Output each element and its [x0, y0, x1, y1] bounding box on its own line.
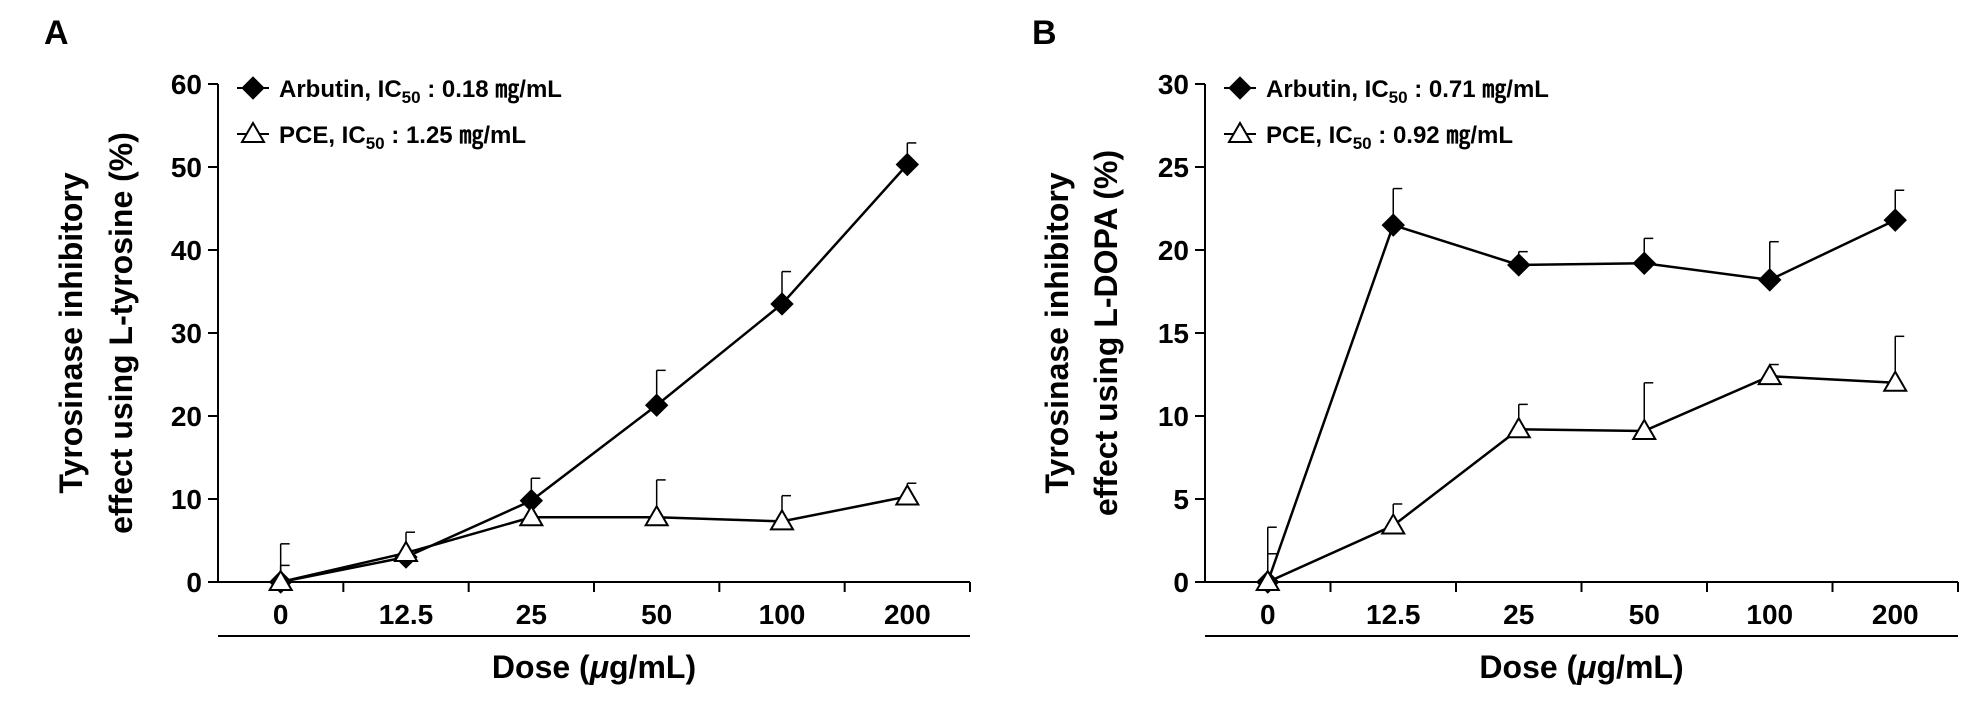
panel-b-pce-point — [1506, 416, 1532, 439]
panel-b-pce-line — [1267, 374, 1896, 584]
panel-b-pce-point — [1882, 369, 1908, 392]
panel-a-arbutin-point — [644, 393, 669, 417]
panel-b-label: B — [1032, 14, 1057, 52]
panel-b-x-tick-label: 25 — [1503, 599, 1534, 630]
panel-b: B 0 5 10 15 20 25 30 0 12.5 25 50 100 200 Dose (μg/mL)… — [1032, 14, 1959, 685]
panel-b-y-axis-label-line1: Tyrosinase inhibitory — [1039, 172, 1075, 493]
panel-a-pce-series — [267, 479, 921, 591]
panel-b-pce-series — [1255, 335, 1908, 591]
panel-a-x-tick-label: 100 — [759, 599, 806, 630]
panel-a-y-tick-label: 30 — [171, 318, 202, 349]
panel-a-arbutin-point — [895, 152, 920, 177]
panel-a-legend-triangle-icon — [240, 121, 266, 143]
panel-b-pce-point — [1631, 417, 1657, 440]
panel-a-pce-line — [280, 495, 908, 584]
panel-a-arbutin-series — [268, 142, 920, 594]
panel-a-y-tick-label: 10 — [171, 484, 202, 515]
panel-a: A 0 10 20 30 40 50 60 0 12.5 25 50 100 200 Dose (μg/mL… — [44, 14, 971, 685]
panel-a-pce-point — [518, 504, 545, 527]
panel-a-y-tick-label: 20 — [171, 401, 202, 432]
panel-a-label: A — [44, 14, 69, 52]
panel-b-legend-entry-pce: PCE, IC50 : 0.92 ㎎/mL — [1266, 122, 1513, 153]
panel-b-y-tick-label: 25 — [1158, 152, 1189, 183]
panel-b-pce-point — [1757, 363, 1783, 386]
panel-b-arbutin-series — [1256, 187, 1907, 594]
panel-b-arbutin-point — [1883, 208, 1907, 232]
panel-a-x-axis-label: Dose (μg/mL) — [492, 649, 696, 685]
panel-b-y-tick-label: 10 — [1158, 401, 1189, 432]
panel-b-x-tick-label: 200 — [1872, 599, 1919, 630]
panel-a-legend-entry-pce: PCE, IC50 : 1.25 ㎎/mL — [279, 122, 526, 153]
panel-b-y-tick-label: 20 — [1158, 235, 1189, 266]
panel-b-x-tick-label: 100 — [1746, 599, 1793, 630]
panel-b-legend: Arbutin, IC50 : 0.71 ㎎/mL PCE, IC50 : 0.9… — [1224, 76, 1549, 153]
panel-b-pce-point — [1255, 569, 1281, 591]
panel-a-x-tick-label: 0 — [273, 599, 289, 630]
panel-a-pce-point — [393, 539, 419, 562]
panel-a-pce-point — [894, 483, 921, 506]
panel-a-legend-diamond-icon — [241, 76, 265, 100]
panel-b-legend-entry-arbutin: Arbutin, IC50 : 0.71 ㎎/mL — [1266, 76, 1549, 107]
panel-b-legend-diamond-icon — [1228, 76, 1252, 100]
panel-b-arbutin-line — [1266, 218, 1896, 583]
panel-b-arbutin-point — [1507, 253, 1531, 277]
panel-a-legend: Arbutin, IC50 : 0.18 ㎎/mL PCE, IC50 : 1.2… — [237, 76, 562, 153]
panel-a-y-axis-label-line1: Tyrosinase inhibitory — [53, 172, 89, 493]
panel-a-x-tick-label: 12.5 — [379, 599, 434, 630]
panel-a-y-tick-label: 60 — [171, 69, 202, 100]
panel-b-arbutin-point — [1381, 213, 1405, 237]
panel-b-x-tick-label: 12.5 — [1366, 599, 1421, 630]
panel-a-y-tick-label: 50 — [171, 152, 202, 183]
panel-a-x-tick-label: 25 — [516, 599, 547, 630]
panel-a-y-tick-label: 40 — [171, 235, 202, 266]
panel-b-x-tick-label: 50 — [1629, 599, 1660, 630]
panel-a-pce-point — [769, 508, 795, 531]
panel-b-x-axis-label: Dose (μg/mL) — [1479, 649, 1683, 685]
panel-b-pce-point — [1380, 512, 1406, 535]
panel-a-y-tick-label: 0 — [186, 567, 202, 598]
panel-a-arbutin-point — [770, 292, 794, 316]
panel-b-y-axis-label-line2: effect using L-DOPA (%) — [1088, 150, 1124, 516]
panel-a-legend-entry-arbutin: Arbutin, IC50 : 0.18 ㎎/mL — [279, 76, 562, 107]
panel-b-arbutin-point — [1632, 251, 1656, 275]
panel-a-pce-point — [267, 569, 294, 591]
panel-a-y-axis-label-line2: effect using L-tyrosine (%) — [103, 132, 139, 534]
panel-b-y-tick-label: 5 — [1173, 484, 1189, 515]
panel-a-x-tick-label: 50 — [641, 599, 672, 630]
panel-a-x-tick-label: 200 — [884, 599, 931, 630]
panel-b-legend-triangle-icon — [1227, 121, 1253, 143]
panel-b-x-tick-label: 0 — [1260, 599, 1276, 630]
panel-a-pce-point — [643, 504, 670, 527]
panel-b-arbutin-point — [1758, 268, 1782, 292]
panel-b-y-tick-label: 0 — [1173, 567, 1189, 598]
panel-a-arbutin-line — [280, 163, 909, 584]
panel-b-y-tick-label: 15 — [1158, 318, 1189, 349]
panel-b-y-tick-label: 30 — [1158, 69, 1189, 100]
